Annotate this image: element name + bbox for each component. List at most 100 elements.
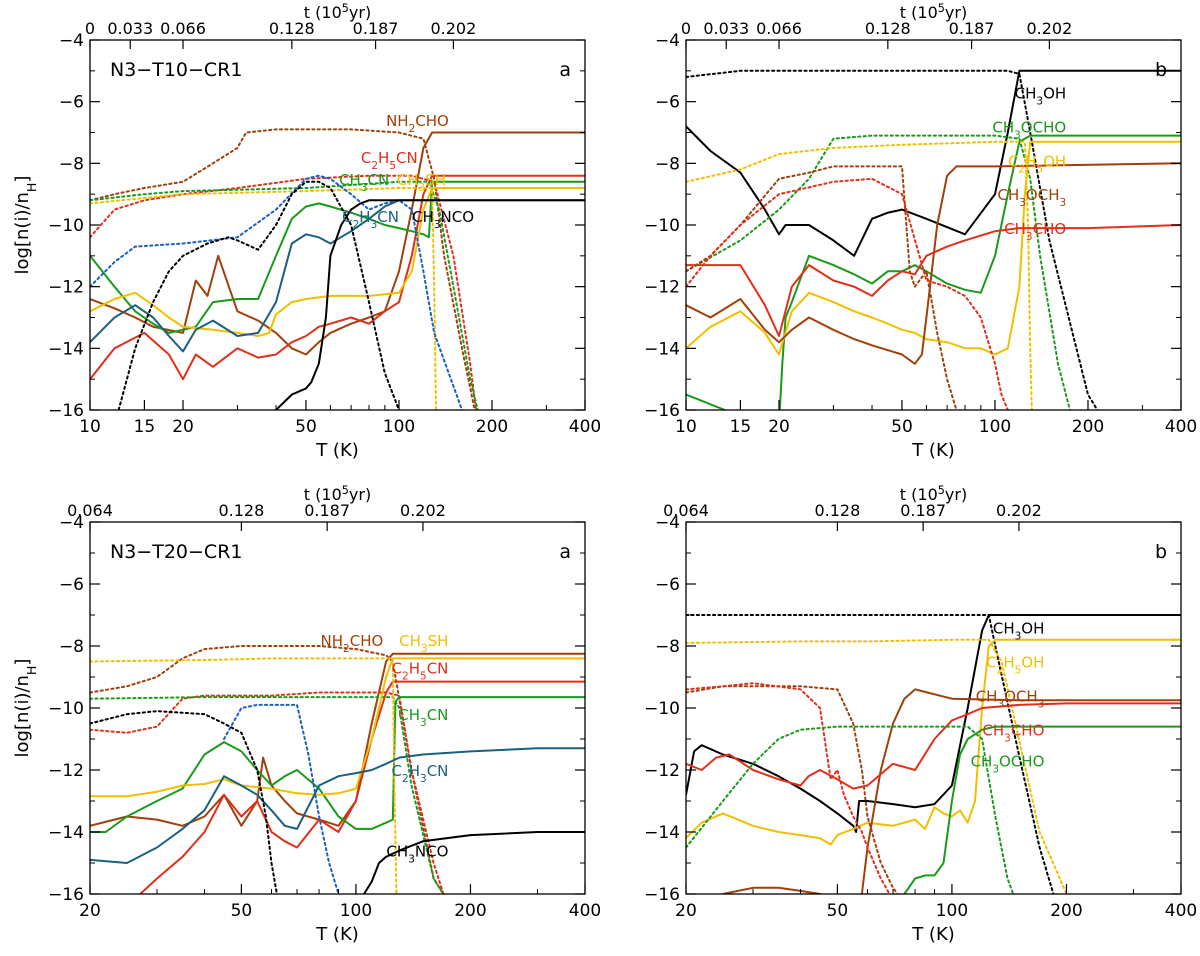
y-tick-label: −10 [644,699,680,719]
y-tick-label: −16 [644,401,680,421]
plot-frame [89,521,586,895]
x-tick-label: 100 [383,417,415,437]
x-tick-label: 20 [675,901,697,921]
species-label-ch3och3: CH3OCH3 [976,688,1045,711]
top-tick-label: 0.202 [996,501,1042,520]
x-tick-label: 20 [172,417,194,437]
top-tick-label: 0.064 [663,501,709,520]
panel-title: N3−T20−CR1 [110,541,242,563]
species-label-c2h5cn: C2H5CN [392,660,449,683]
x-tick-label: 200 [454,901,486,921]
x-axis-label: T (K) [315,924,359,945]
top-tick-label: 0.066 [160,19,206,38]
series-line-c2h5cn-dotted [90,691,445,894]
x-tick-label: 50 [827,901,849,921]
series-line-ch3cho-dotted [686,177,1009,410]
top-tick-label: 0.064 [67,501,113,520]
y-tick-label: −6 [59,93,84,113]
x-tick-label: 100 [979,417,1011,437]
series-line-c2h5oh-solid [686,140,1181,356]
top-tick-label: 0.202 [400,501,446,520]
x-tick-label: 400 [569,901,601,921]
species-label-c2h3cn: C2H3CN [392,762,449,785]
panel-label: a [559,541,571,563]
series-line-ch3nco-dotted [90,710,278,894]
top-tick-label: 0 [681,19,691,38]
y-tick-label: −16 [48,401,84,421]
species-label-ch3sh: CH3SH [397,171,446,194]
x-tick-label: 400 [569,417,601,437]
species-label-ch3cho: CH3CHO [1004,220,1066,243]
series-line-ch3och3-solid [686,162,1181,365]
x-tick-label: 100 [340,901,372,921]
y-tick-label: −4 [655,31,680,51]
series-group [686,614,1181,894]
top-tick-label: 0.187 [304,501,350,520]
x-tick-label: 50 [891,417,913,437]
y-tick-label: −14 [644,823,680,843]
x-axis-label: T (K) [911,924,955,945]
chart-panel-2: 10 15 20 50 100 200 400 0 0.033 0.066 0.128 0.187 0.… [644,2,1197,462]
x-tick-label: 100 [936,901,968,921]
x-tick-label: 15 [134,417,156,437]
species-label-nh2cho: NH2CHO [321,632,384,655]
series-line-c2h5cn-solid [90,174,585,381]
y-tick-label: −10 [48,699,84,719]
top-tick-label: 0.202 [430,19,476,38]
x-axis-label: T (K) [315,440,359,461]
series-line-ch3nco-dotted [117,180,401,410]
species-label-nh2cho: NH2CHO [386,112,449,135]
y-tick-label: −6 [655,575,680,595]
series-line-ch3cho-solid [686,224,1181,337]
top-axis-label: t (105yr) [304,484,371,505]
top-axis-label: t (105yr) [900,484,967,505]
x-tick-label: 20 [79,901,101,921]
top-tick-label: 0.066 [756,19,802,38]
chart-panel-3: 20 50 100 200 400 0.064 0.128 0.187 0.202 t (105y… [12,484,601,946]
species-label-c2h5oh: C2H5OH [1008,152,1066,175]
x-axis-label: T (K) [911,440,955,461]
series-line-ch3cn-solid [90,180,585,334]
y-axis-label: log[n(i)/nH] [12,176,39,275]
y-tick-label: −16 [48,885,84,905]
species-label-ch3cho: CH3CHO [982,722,1044,745]
species-label-ch3sh: CH3SH [399,632,448,655]
top-tick-label: 0.187 [900,501,946,520]
y-tick-label: −4 [655,513,680,533]
y-tick-label: −16 [644,885,680,905]
series-line-ch3cho-dotted [686,682,891,894]
series-group [90,128,585,410]
series-line-ch3ocho-dotted [686,134,1071,410]
y-tick-label: −14 [48,339,84,359]
top-axis-label: t (105yr) [304,2,371,23]
y-tick-label: −4 [59,31,84,51]
panel-title: N3−T10−CR1 [110,59,242,81]
series-line-ch3ocho-solid [903,725,1181,894]
series-line-c2h3cn-dotted [223,703,340,894]
series-line-c2h3cn-solid [90,747,585,864]
species-label-ch3nco: CH3NCO [412,208,474,231]
y-tick-label: −8 [655,637,680,657]
top-tick-label: 0 [85,19,95,38]
x-tick-label: 200 [1072,417,1104,437]
y-tick-label: −12 [644,761,680,781]
y-tick-label: −8 [59,637,84,657]
series-line-ch3oh-solid [686,614,1181,833]
top-axis-label: t (105yr) [900,2,967,23]
series-line-ch3sh-dotted [90,657,398,894]
x-tick-label: 15 [730,417,752,437]
species-label-ch3ocho: CH3OCHO [971,753,1045,776]
series-line-ch3sh-dotted [90,187,437,410]
x-tick-label: 50 [295,417,317,437]
y-tick-label: −4 [59,513,84,533]
series-line-ch3och3-dotted [686,685,899,894]
y-tick-label: −12 [48,761,84,781]
species-label-ch3och3: CH3OCH3 [997,186,1066,209]
panel-label: a [559,59,571,81]
series-line-c2h5cn-dotted [90,174,477,410]
y-tick-label: −10 [644,216,680,236]
top-tick-label: 0.033 [703,19,749,38]
series-line-ch3cn-solid [90,696,585,833]
series-line-ch3ocho-dotted [686,725,1015,894]
series-line-c2h5oh-solid [686,638,1181,846]
